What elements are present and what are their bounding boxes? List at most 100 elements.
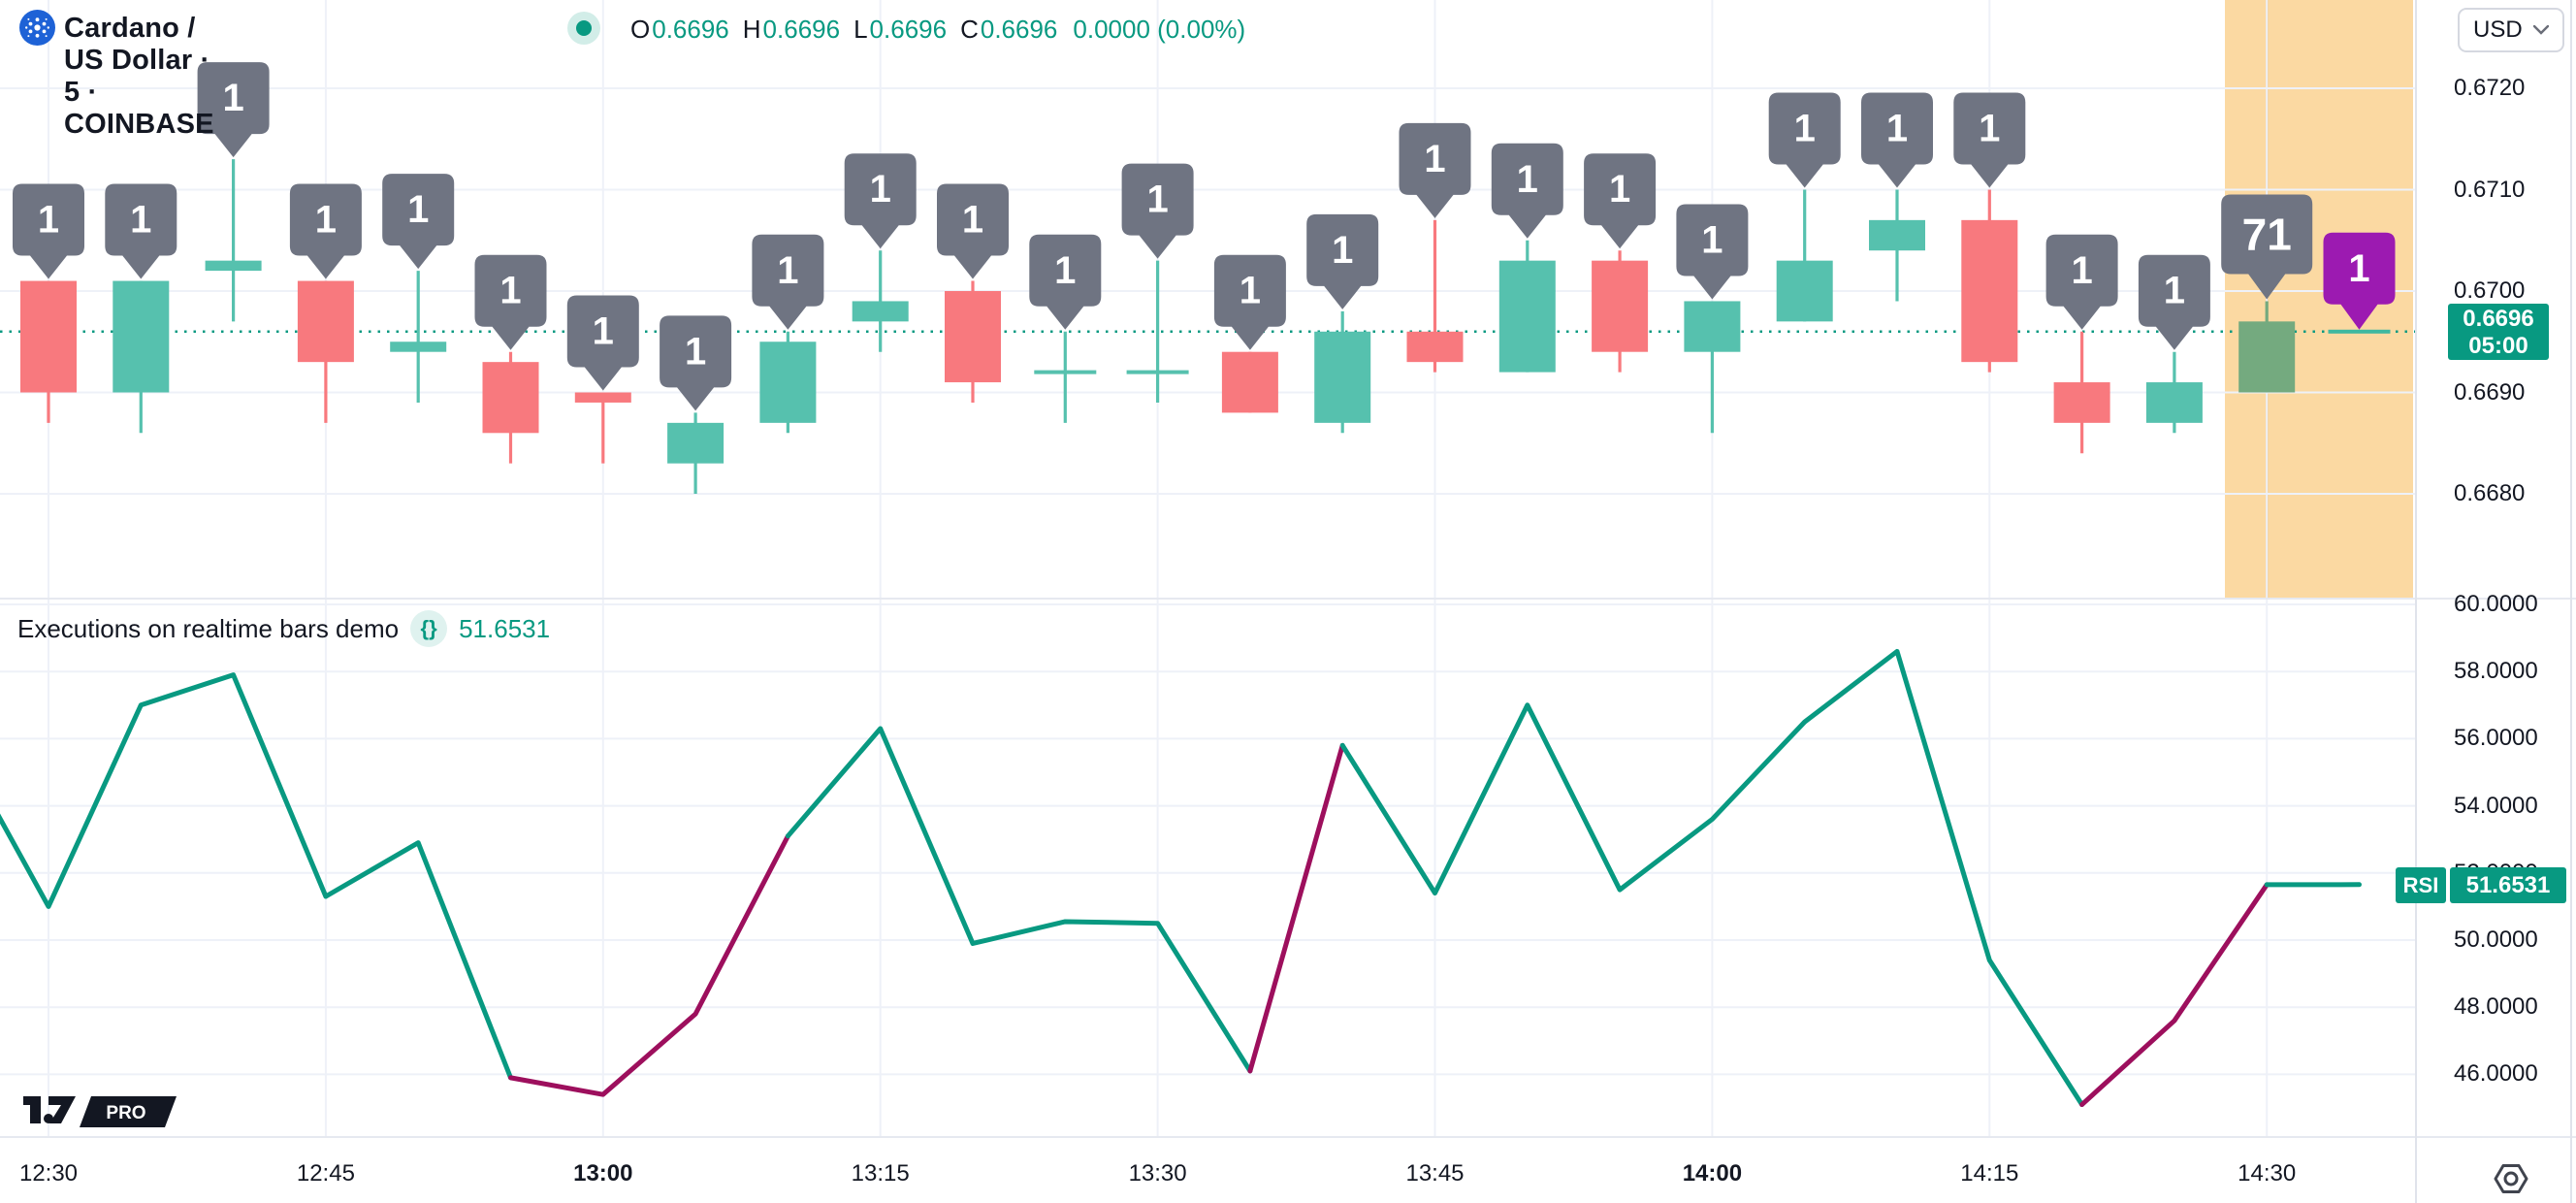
candle-body <box>113 280 170 393</box>
rsi-tick-label: 56.0000 <box>2454 725 2538 752</box>
rsi-line-segment <box>508 833 790 1097</box>
tradingview-logo[interactable]: PRO <box>23 1090 198 1133</box>
execution-marker-count: 1 <box>593 310 614 353</box>
change-value: 0.0000 (0.00%) <box>1073 15 1246 44</box>
execution-marker[interactable] <box>752 234 824 330</box>
cardano-logo-icon <box>19 10 55 46</box>
execution-marker-count: 1 <box>222 77 243 119</box>
execution-marker[interactable] <box>1491 143 1563 239</box>
close-value: 0.6696 <box>980 15 1058 44</box>
execution-marker-count: 1 <box>2071 249 2092 292</box>
candle-doji-dash <box>1034 370 1097 374</box>
candle-body <box>945 291 1001 383</box>
execution-marker-count: 1 <box>777 249 798 292</box>
rsi-value-badge: 51.6531 <box>2450 867 2566 903</box>
execution-marker[interactable] <box>2045 234 2118 330</box>
execution-marker-count: 1 <box>962 199 983 242</box>
currency-label: USD <box>2473 16 2523 43</box>
execution-marker[interactable] <box>1399 122 1471 218</box>
execution-marker[interactable] <box>844 153 917 249</box>
candle-body <box>1869 219 1925 251</box>
execution-marker[interactable] <box>2138 254 2210 350</box>
time-tick-label: 13:15 <box>851 1160 910 1187</box>
time-tick-label: 13:30 <box>1128 1160 1187 1187</box>
execution-marker[interactable] <box>13 183 84 279</box>
execution-marker-count: 1 <box>1054 249 1076 292</box>
execution-marker[interactable] <box>1306 213 1379 309</box>
rsi-series-badge: RSI <box>2396 867 2446 903</box>
execution-marker[interactable] <box>1768 92 1841 188</box>
last-price: 0.6696 <box>2463 306 2534 332</box>
indicator-value: 51.6531 <box>459 613 551 643</box>
price-tick-label: 0.6710 <box>2454 176 2526 203</box>
execution-marker-count: 1 <box>1886 108 1908 150</box>
candle-body <box>482 362 539 434</box>
time-tick-label: 12:45 <box>296 1160 355 1187</box>
rsi-tick-label: 50.0000 <box>2454 927 2538 953</box>
time-tick-label: 13:45 <box>1405 1160 1465 1187</box>
candle-body <box>667 422 724 464</box>
execution-marker[interactable] <box>382 174 455 270</box>
candle-body <box>574 392 631 403</box>
open-label: O <box>630 15 651 44</box>
execution-marker[interactable] <box>2221 194 2313 300</box>
execution-marker[interactable] <box>289 183 362 279</box>
execution-marker-count: 1 <box>499 270 521 312</box>
candle-body <box>759 341 817 423</box>
execution-marker[interactable] <box>566 295 639 391</box>
execution-marker-count: 1 <box>315 199 337 242</box>
source-code-icon[interactable]: {} <box>410 610 448 647</box>
market-status-dot-icon[interactable] <box>567 12 600 45</box>
execution-marker[interactable] <box>2323 232 2396 330</box>
candle-body <box>1406 331 1464 363</box>
timezone-settings-icon[interactable] <box>2493 1160 2529 1197</box>
indicator-title[interactable]: Executions on realtime bars demo <box>17 613 400 643</box>
time-tick-label: 12:30 <box>18 1160 79 1187</box>
rsi-tick-label: 60.0000 <box>2454 591 2538 617</box>
execution-marker[interactable] <box>1676 204 1749 300</box>
execution-marker[interactable] <box>1121 163 1194 259</box>
price-axis-separator <box>2415 0 2417 1203</box>
candle-doji-dash <box>2328 329 2391 334</box>
candle-body <box>1221 351 1278 413</box>
last-price-badge: 0.6696 05:00 <box>2448 304 2549 360</box>
execution-marker[interactable] <box>1213 254 1286 350</box>
execution-marker[interactable] <box>1953 92 2026 188</box>
rsi-tick-label: 48.0000 <box>2454 993 2538 1021</box>
rsi-line-segment <box>1247 742 1345 1074</box>
candle-body <box>1498 260 1556 373</box>
time-tick-label: 14:30 <box>2238 1160 2297 1187</box>
execution-marker[interactable] <box>105 183 177 279</box>
low-label: L <box>853 15 868 44</box>
pro-badge-label: PRO <box>106 1103 145 1123</box>
candle-body <box>205 260 262 272</box>
currency-dropdown-button[interactable]: USD <box>2458 8 2564 52</box>
execution-marker[interactable] <box>1029 234 1102 330</box>
execution-marker-count: 1 <box>1146 179 1168 221</box>
rsi-tick-label: 58.0000 <box>2454 658 2538 685</box>
high-label: H <box>742 15 761 44</box>
time-tick-label: 14:15 <box>1960 1160 2019 1187</box>
execution-marker-count: 1 <box>1517 158 1538 201</box>
execution-marker-count: 1 <box>38 199 59 242</box>
symbol-title[interactable]: Cardano / US Dollar · 5 · COINBASE <box>64 13 214 140</box>
execution-marker[interactable] <box>1861 92 1933 188</box>
candle-body <box>2145 382 2203 423</box>
execution-marker-count: 1 <box>1332 229 1353 272</box>
ohlc-readout: O 0.6696 H 0.6696 L 0.6696 C 0.6696 0.0000 (… <box>630 15 1245 45</box>
execution-marker[interactable] <box>474 254 547 350</box>
execution-marker[interactable] <box>660 315 732 411</box>
execution-marker[interactable] <box>937 183 1009 279</box>
price-tick-label: 0.6720 <box>2454 75 2526 101</box>
execution-marker-count: 1 <box>1424 138 1445 180</box>
rsi-tick-label: 46.0000 <box>2454 1060 2538 1088</box>
indicator-legend[interactable]: Executions on realtime bars demo {} 51.6… <box>17 610 550 647</box>
candle-body <box>852 301 909 322</box>
execution-marker[interactable] <box>197 62 270 158</box>
candle-body <box>1684 301 1741 352</box>
execution-marker[interactable] <box>1584 153 1657 249</box>
pro-badge[interactable] <box>80 1096 177 1127</box>
rsi-line-segment <box>1339 648 2085 1108</box>
pane-separator[interactable] <box>0 598 2576 600</box>
